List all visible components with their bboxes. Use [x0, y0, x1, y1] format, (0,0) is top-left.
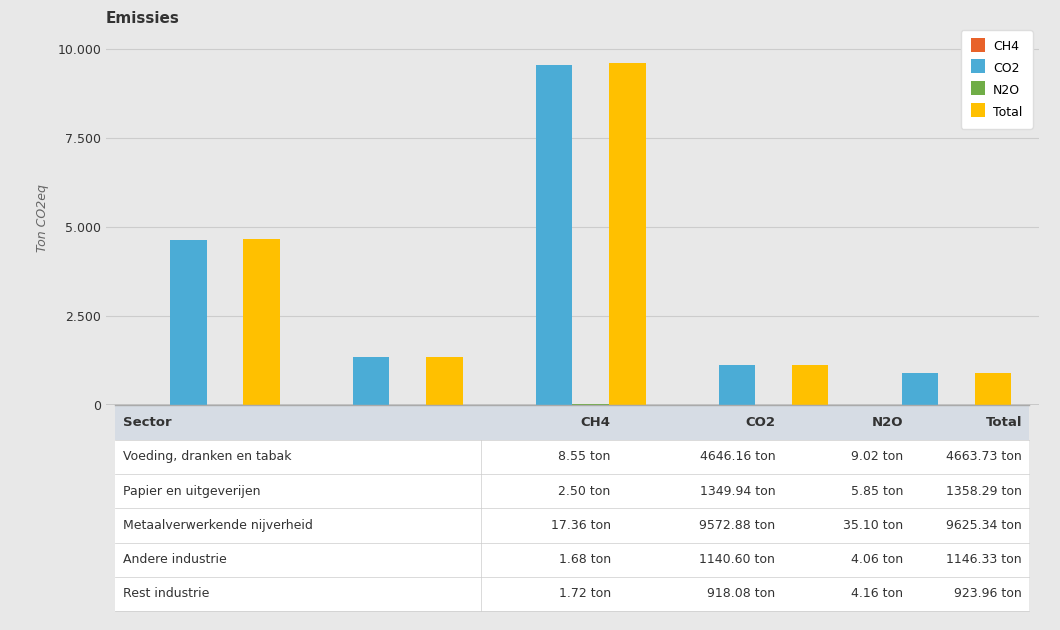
Text: Metaalverwerkende nijverheid: Metaalverwerkende nijverheid — [123, 519, 313, 532]
Bar — [572, 404, 610, 406]
Text: Rest industrie: Rest industrie — [897, 420, 979, 433]
FancyBboxPatch shape — [116, 406, 1029, 611]
Text: 17.36 ton: 17.36 ton — [550, 519, 611, 532]
FancyBboxPatch shape — [116, 577, 1029, 611]
Text: 1146.33 ton: 1146.33 ton — [947, 553, 1022, 566]
FancyBboxPatch shape — [116, 406, 1029, 440]
Text: Voeding, dranken en tabak: Voeding, dranken en tabak — [123, 450, 292, 463]
Text: 2.50 ton: 2.50 ton — [559, 484, 611, 498]
Text: CO2: CO2 — [745, 416, 775, 429]
Bar — [719, 365, 756, 406]
Bar — [535, 64, 572, 406]
Text: 4.16 ton: 4.16 ton — [851, 587, 903, 600]
Bar — [426, 357, 462, 406]
Text: 4.06 ton: 4.06 ton — [851, 553, 903, 566]
Bar — [975, 372, 1011, 406]
FancyBboxPatch shape — [116, 508, 1029, 542]
Text: 8.55 ton: 8.55 ton — [559, 450, 611, 463]
Text: 9625.34 ton: 9625.34 ton — [947, 519, 1022, 532]
Text: 923.96 ton: 923.96 ton — [954, 587, 1022, 600]
Text: Rest industrie: Rest industrie — [123, 587, 209, 600]
Text: Papier en uitgeverijen: Papier en uitgeverijen — [123, 484, 261, 498]
Bar — [610, 62, 646, 406]
Text: Papier en uitgeverijen: Papier en uitgeverijen — [324, 441, 455, 454]
FancyBboxPatch shape — [116, 474, 1029, 508]
Text: Total: Total — [986, 416, 1022, 429]
Text: CH4: CH4 — [581, 416, 611, 429]
Text: 9.02 ton: 9.02 ton — [851, 450, 903, 463]
Bar — [902, 373, 938, 406]
Text: Voeding, dranken en tabak: Voeding, dranken en tabak — [127, 420, 286, 433]
Text: 4663.73 ton: 4663.73 ton — [947, 450, 1022, 463]
Legend: CH4, CO2, N2O, Total: CH4, CO2, N2O, Total — [960, 30, 1032, 129]
Text: 35.10 ton: 35.10 ton — [843, 519, 903, 532]
Text: Andere industrie: Andere industrie — [123, 553, 227, 566]
Text: Sector: Sector — [123, 416, 172, 429]
Text: 9572.88 ton: 9572.88 ton — [699, 519, 775, 532]
Text: 1358.29 ton: 1358.29 ton — [947, 484, 1022, 498]
X-axis label: Sector: Sector — [552, 449, 593, 462]
Bar — [170, 240, 207, 406]
Text: N2O: N2O — [871, 416, 903, 429]
Text: 4646.16 ton: 4646.16 ton — [700, 450, 775, 463]
Text: 1.68 ton: 1.68 ton — [559, 553, 611, 566]
Y-axis label: Ton CO2eq: Ton CO2eq — [36, 185, 49, 253]
Bar — [243, 239, 280, 406]
Text: 5.85 ton: 5.85 ton — [851, 484, 903, 498]
Bar — [792, 365, 829, 406]
FancyBboxPatch shape — [116, 542, 1029, 577]
Text: 1349.94 ton: 1349.94 ton — [700, 484, 775, 498]
Text: Andere industrie: Andere industrie — [706, 441, 805, 454]
FancyBboxPatch shape — [116, 440, 1029, 474]
Text: 918.08 ton: 918.08 ton — [707, 587, 775, 600]
Text: Metaalverwerkende nijverheid: Metaalverwerkende nijverheid — [482, 420, 662, 433]
Text: 1140.60 ton: 1140.60 ton — [700, 553, 775, 566]
Bar — [353, 357, 389, 406]
Text: 1.72 ton: 1.72 ton — [559, 587, 611, 600]
Text: Emissies: Emissies — [106, 11, 180, 26]
